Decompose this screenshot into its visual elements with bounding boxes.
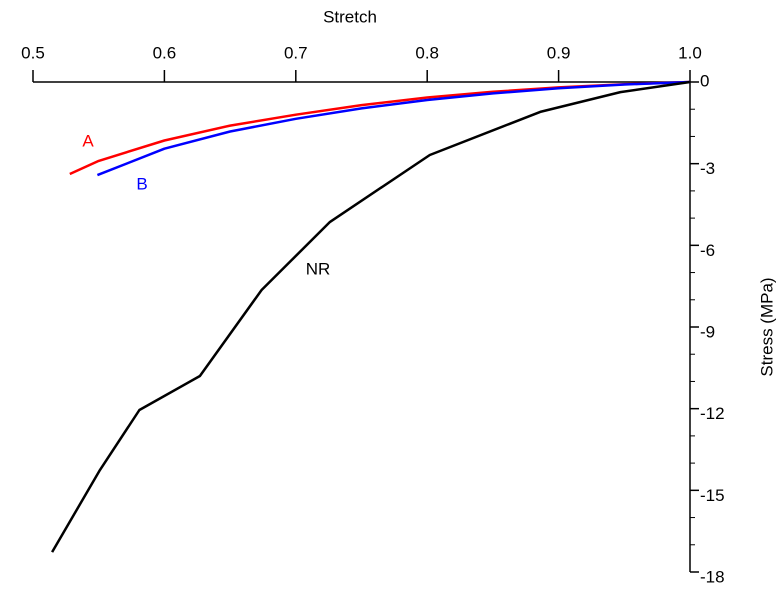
x-axis-label: Stretch — [323, 7, 377, 26]
series-label: B — [136, 174, 147, 193]
y-tick-label: -9 — [700, 322, 715, 341]
x-tick-label: 0.9 — [547, 43, 571, 62]
x-tick-label: 1.0 — [678, 43, 702, 62]
x-tick-label: 0.7 — [284, 43, 308, 62]
series-label: NR — [306, 259, 331, 278]
line — [51, 80, 691, 553]
y-axis-label: Stress (MPa) — [757, 277, 776, 376]
y-tick-label: -3 — [700, 159, 715, 178]
y-tick-label: -6 — [700, 241, 715, 260]
x-tick-label: 0.6 — [153, 43, 177, 62]
line — [96, 80, 691, 177]
x-tick-label: 0.8 — [415, 43, 439, 62]
series-label: A — [82, 131, 94, 150]
y-tick-label: -18 — [700, 567, 725, 584]
x-tick-label: 0.5 — [21, 43, 45, 62]
y-tick-label: -12 — [700, 404, 725, 423]
y-tick-label: 0 — [700, 71, 709, 90]
line — [69, 80, 691, 176]
y-tick-label: -15 — [700, 486, 725, 505]
